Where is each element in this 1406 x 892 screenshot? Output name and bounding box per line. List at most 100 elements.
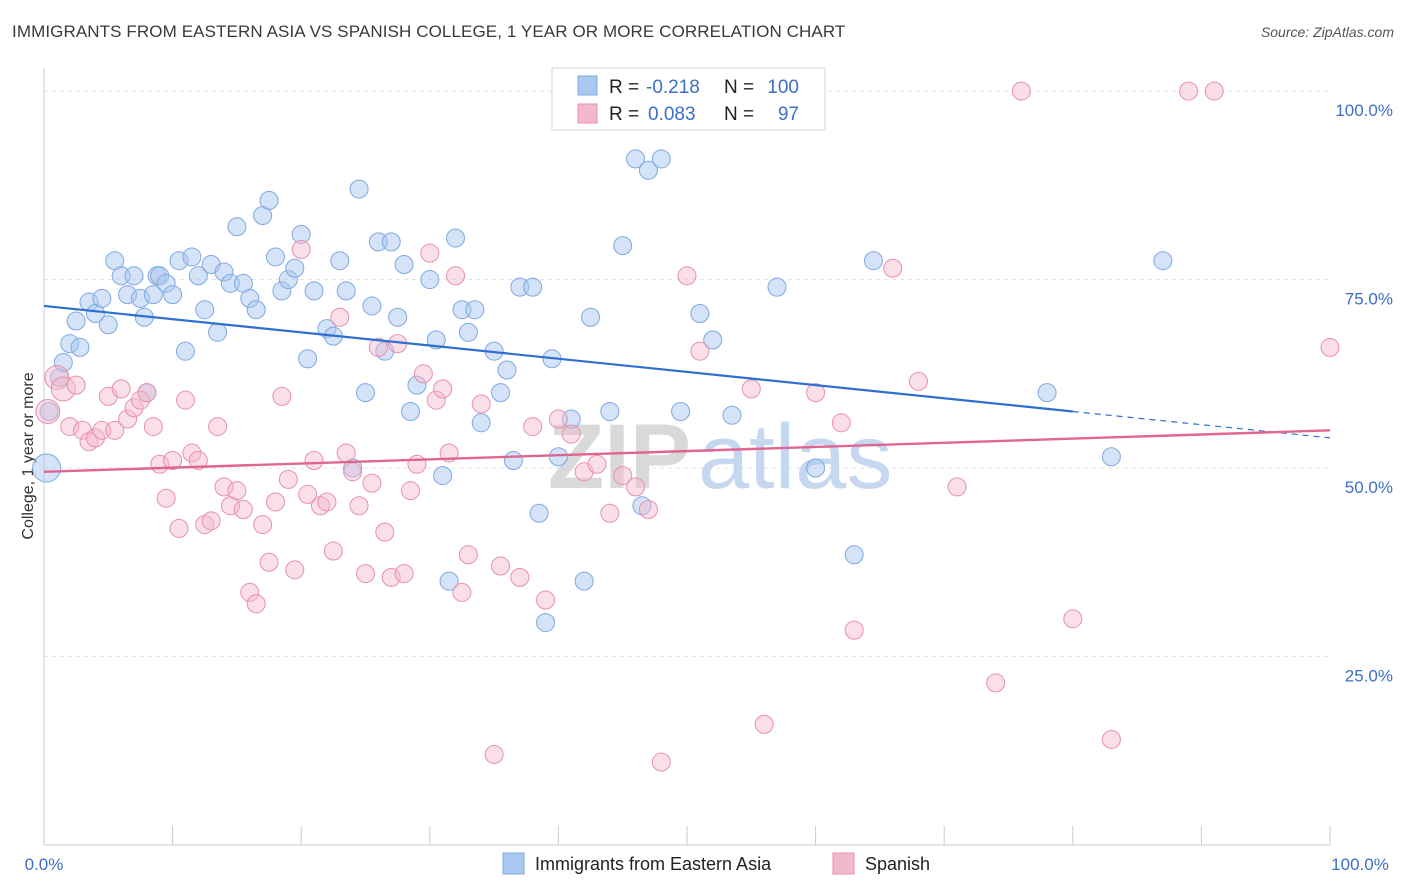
eastern-asia-point (381, 232, 401, 252)
spanish-point (349, 496, 369, 516)
spanish-point (105, 420, 125, 440)
spanish-point (182, 443, 202, 463)
eastern-asia-point (246, 300, 266, 320)
spanish-point (169, 518, 189, 538)
spanish-point (613, 466, 633, 486)
legend-swatch-pink (577, 103, 598, 124)
spanish-point (118, 409, 138, 429)
eastern-asia-point (362, 296, 382, 316)
spanish-point (298, 484, 318, 504)
spanish-point (336, 443, 356, 463)
spanish-point (947, 477, 967, 497)
spanish-point (1011, 81, 1031, 101)
spanish-point (1204, 81, 1224, 101)
bottom-legend-label-eastern-asia: Immigrants from Eastern Asia (535, 854, 772, 874)
y-tick-label-100: 100.0% (1335, 101, 1393, 120)
spanish-point (285, 560, 305, 580)
eastern-asia-point (465, 300, 485, 320)
legend-r-value-1: -0.218 (646, 77, 700, 98)
eastern-asia-point (188, 266, 208, 286)
eastern-asia-point (536, 613, 556, 633)
eastern-asia-point (613, 236, 633, 256)
eastern-asia-point (32, 453, 62, 483)
eastern-asia-point (722, 405, 742, 425)
legend-n-value-1: 100 (767, 77, 799, 98)
eastern-asia-point (98, 315, 118, 335)
spanish-point (35, 398, 61, 424)
spanish-point (491, 556, 511, 576)
spanish-point (156, 488, 176, 508)
spanish-point (323, 541, 343, 561)
spanish-point (908, 371, 928, 391)
legend-r-label-2: R = (609, 104, 639, 125)
eastern-asia-point (407, 375, 427, 395)
spanish-point (407, 454, 427, 474)
spanish-point (265, 492, 285, 512)
spanish-point (246, 594, 266, 614)
spanish-point (79, 432, 99, 452)
spanish-point (175, 390, 195, 410)
spanish-point (214, 477, 234, 497)
spanish-point (310, 496, 330, 516)
eastern-asia-point (844, 545, 864, 565)
eastern-asia-point (304, 281, 324, 301)
spanish-point (587, 454, 607, 474)
spanish-point (201, 511, 221, 531)
spanish-point (986, 673, 1006, 693)
eastern-asia-point (259, 190, 279, 210)
eastern-asia-point (92, 288, 112, 308)
eastern-asia-point (336, 281, 356, 301)
spanish-point (561, 424, 581, 444)
eastern-asia-point (806, 458, 826, 478)
spanish-point (278, 469, 298, 489)
spanish-point (124, 398, 144, 418)
spanish-point (401, 481, 421, 501)
trend-line-spanish (43, 429, 1331, 474)
spanish-point (362, 473, 382, 493)
eastern-asia-point (420, 270, 440, 290)
spanish-point (317, 492, 337, 512)
spanish-point (741, 379, 761, 399)
eastern-asia-point (143, 285, 163, 305)
spanish-point (137, 383, 157, 403)
spanish-point (651, 752, 671, 772)
eastern-asia-point (1101, 447, 1121, 467)
spanish-point (60, 417, 80, 437)
eastern-asia-point (163, 285, 183, 305)
eastern-asia-point (626, 149, 646, 169)
bottom-legend: Immigrants from Eastern Asia Spanish (502, 852, 930, 875)
spanish-point (375, 522, 395, 542)
y-tick-labels: 25.0% 50.0% 75.0% 100.0% (1335, 101, 1393, 685)
spanish-point (272, 386, 292, 406)
gridlines (44, 90, 1330, 658)
series-eastern-asia-points (32, 149, 1173, 633)
spanish-point (420, 243, 440, 263)
spanish-point (44, 365, 70, 391)
eastern-asia-point (503, 451, 523, 470)
spanish-point (600, 503, 620, 523)
eastern-asia-point (581, 307, 601, 327)
spanish-point (844, 620, 864, 640)
eastern-asia-point (388, 307, 408, 327)
spanish-point (253, 515, 273, 535)
bottom-legend-label-spanish: Spanish (865, 854, 930, 874)
eastern-asia-point (227, 217, 247, 237)
spanish-point (1320, 337, 1340, 357)
y-tick-label-50: 50.0% (1345, 478, 1393, 497)
trend-line-eastern-asia (43, 304, 1073, 413)
legend-swatch-blue (577, 75, 598, 96)
spanish-point (690, 341, 710, 361)
spanish-point (536, 590, 556, 610)
spanish-point (66, 375, 86, 395)
legend-r-label-1: R = (609, 77, 639, 98)
eastern-asia-point (638, 160, 658, 180)
spanish-point (259, 552, 279, 572)
eastern-asia-point (182, 247, 202, 267)
spanish-point (163, 451, 183, 470)
eastern-asia-point (39, 401, 59, 421)
spanish-point (626, 477, 646, 497)
eastern-asia-point (671, 401, 691, 421)
eastern-asia-point (529, 503, 549, 523)
spanish-point (452, 582, 472, 602)
